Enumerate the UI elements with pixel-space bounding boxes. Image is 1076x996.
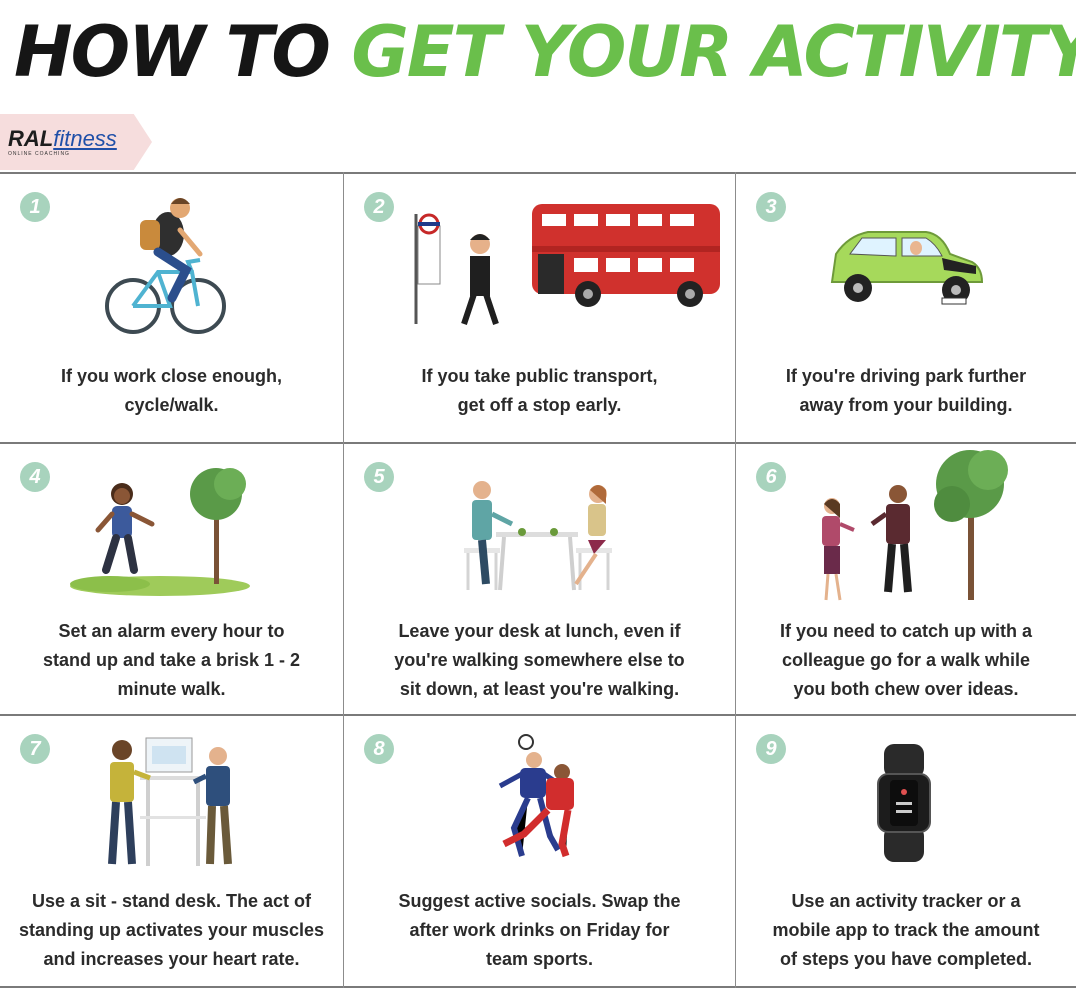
tip-text: Leave your desk at lunch, even if you're…	[350, 617, 729, 704]
tip-number-badge: 8	[364, 734, 394, 764]
tip-line: of steps you have completed.	[779, 949, 1033, 969]
tip-line: Set an alarm every hour to	[58, 621, 285, 641]
tip-line: colleague go for a walk while	[781, 650, 1031, 670]
tip-line: Use a sit - stand desk. The act of	[31, 891, 312, 911]
tip-line: standing up activates your muscles	[18, 920, 325, 940]
page-title: HOW TO GET YOUR ACTIVITY IN	[14, 4, 1076, 100]
tip-line: sit down, at least you're walking.	[399, 679, 680, 699]
logo-fitness: fitness	[53, 126, 117, 151]
colleagues-icon	[822, 450, 1008, 601]
tip-card: 7 Use a sit - stand desk. The act of sta…	[0, 716, 343, 986]
tip-card: 5 Leave your desk at lunch, even if you'…	[344, 444, 735, 714]
tip-number-badge: 4	[20, 462, 50, 492]
tip-line: and increases your heart rate.	[43, 949, 300, 969]
tip-number-badge: 6	[756, 462, 786, 492]
tip-text: If you work close enough, cycle/walk.	[6, 362, 337, 420]
tip-line: team sports.	[485, 949, 594, 969]
tip-line: If you need to catch up with a	[779, 621, 1033, 641]
football-icon	[498, 734, 574, 858]
tip-text: If you need to catch up with a colleague…	[742, 617, 1070, 704]
divider	[0, 442, 1076, 444]
tip-text: Use a sit - stand desk. The act of stand…	[6, 887, 337, 974]
tip-line: minute walk.	[117, 679, 226, 699]
lunch-table-icon	[464, 481, 612, 591]
tip-line: stand up and take a brisk 1 - 2	[42, 650, 301, 670]
car-icon	[830, 231, 984, 305]
divider	[0, 714, 1076, 716]
tip-line: you both chew over ideas.	[793, 679, 1019, 699]
tip-line: If you work close enough,	[60, 366, 283, 386]
tip-text: Use an activity tracker or a mobile app …	[742, 887, 1070, 974]
tip-line: away from your building.	[799, 395, 1013, 415]
walker-icon	[70, 468, 250, 596]
tip-line: mobile app to track the amount	[772, 920, 1040, 940]
tip-card: 4 Set an alarm every hour to stand up an…	[0, 444, 343, 714]
tip-line: Leave your desk at lunch, even if	[398, 621, 681, 641]
logo-tagline: ONLINE COACHING	[8, 151, 70, 157]
tip-line: Use an activity tracker or a	[791, 891, 1021, 911]
logo-tab	[0, 114, 152, 170]
title-how-to: HOW TO	[14, 11, 331, 93]
tip-text: If you're driving park further away from…	[742, 362, 1070, 420]
tip-line: cycle/walk.	[124, 395, 219, 415]
logo: RALfitness	[8, 126, 117, 152]
tip-text: Suggest active socials. Swap the after w…	[350, 887, 729, 974]
tip-number-badge: 3	[756, 192, 786, 222]
tip-card: 1 If you work close enough, cycle/walk.	[0, 174, 343, 442]
tip-line: get off a stop early.	[457, 395, 622, 415]
tips-grid: 1 If you work close enough, cycle/walk. …	[0, 172, 1076, 990]
tip-text: If you take public transport, get off a …	[350, 362, 729, 420]
tip-number-badge: 5	[364, 462, 394, 492]
tip-line: If you're driving park further	[785, 366, 1027, 386]
tip-card: 9 Use an activity tracker or a mobile ap…	[736, 716, 1076, 986]
cyclist-icon	[105, 198, 226, 334]
tip-line: Suggest active socials. Swap the	[398, 891, 681, 911]
tip-number-badge: 7	[20, 734, 50, 764]
tip-card: 2 If you take public transpor	[344, 174, 735, 442]
title-get-your-activity-in: GET YOUR ACTIVITY IN	[351, 11, 1076, 93]
activity-tracker-icon	[877, 744, 931, 862]
tip-line: If you take public transport,	[421, 366, 658, 386]
tip-line: you're walking somewhere else to	[394, 650, 685, 670]
tip-number-badge: 1	[20, 192, 50, 222]
tip-card: 3 If you're driving park further away fr…	[736, 174, 1076, 442]
tip-line: after work drinks on Friday for	[409, 920, 670, 940]
standing-desk-icon	[108, 737, 232, 866]
divider	[0, 172, 1076, 174]
tip-number-badge: 9	[756, 734, 786, 764]
tip-number-badge: 2	[364, 192, 394, 222]
divider	[0, 986, 1076, 988]
tip-card: 8 Suggest active socials. Swap the after…	[344, 716, 735, 986]
divider	[343, 172, 344, 988]
logo-brand: RAL	[8, 126, 54, 151]
bus-icon	[414, 204, 720, 325]
tip-card: 6 If you need to catch up with a colleag…	[736, 444, 1076, 714]
tip-text: Set an alarm every hour to stand up and …	[6, 617, 337, 704]
divider	[735, 172, 736, 988]
